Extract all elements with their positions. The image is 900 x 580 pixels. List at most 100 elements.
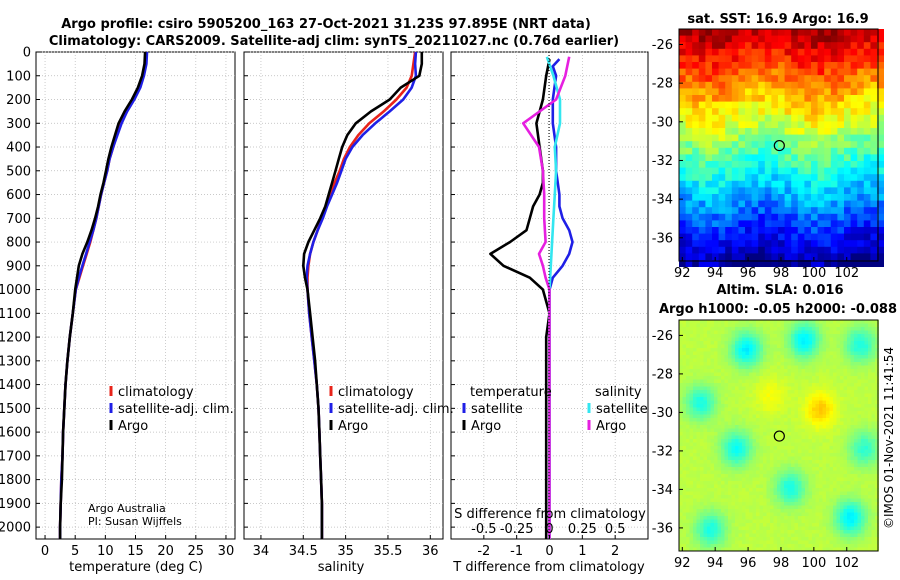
map-cell (756, 463, 760, 468)
map-cell (784, 365, 788, 370)
map-cell (700, 337, 704, 342)
map-cell (686, 505, 690, 510)
map-cell (837, 233, 845, 241)
map-cell (812, 432, 816, 436)
map-cell (815, 512, 820, 517)
map-cell (770, 474, 774, 478)
map-cell (770, 512, 774, 517)
map-cell (787, 334, 792, 338)
map-cell (833, 344, 837, 349)
map-cell (682, 355, 687, 359)
map-cell (797, 75, 805, 83)
map-cell (784, 344, 788, 349)
map-cell (682, 330, 687, 335)
map-cell (679, 418, 683, 422)
map-cell (749, 463, 753, 468)
map-cell (759, 526, 764, 531)
map-cell (805, 386, 809, 391)
map-cell (798, 372, 802, 377)
map-cell (707, 355, 711, 359)
map-cell (808, 404, 813, 408)
map-cell (763, 393, 767, 398)
map-cell (840, 453, 844, 457)
map-cell (791, 253, 799, 261)
map-cell (770, 526, 774, 531)
map-cell (875, 460, 879, 464)
map-cell (731, 453, 736, 457)
map-cell (758, 154, 766, 162)
map-cell (724, 453, 729, 457)
map-cell (759, 348, 764, 352)
map-cell (738, 456, 743, 461)
map-cell (749, 330, 753, 335)
map-cell (728, 498, 732, 503)
map-cell (808, 358, 813, 363)
map-cell (877, 134, 884, 142)
map-cell (812, 390, 816, 394)
map-cell (840, 351, 844, 356)
map-cell (854, 484, 858, 489)
map-cell (812, 404, 816, 408)
map-cell (692, 194, 700, 201)
map-cell (794, 351, 799, 356)
map-cell (847, 379, 851, 384)
map-cell (731, 341, 736, 345)
map-cell (847, 526, 851, 531)
map-cell (770, 337, 774, 342)
map-cell (735, 428, 739, 433)
map-cell (861, 355, 865, 359)
map-cell (784, 446, 788, 450)
map-cell (847, 435, 851, 440)
map-cell (712, 147, 719, 155)
map-cell (819, 498, 823, 503)
map-cell (714, 439, 718, 443)
title-line-2: Climatology: CARS2009. Satellite-adj cli… (49, 34, 619, 49)
map-cell (700, 386, 704, 391)
map-cell (777, 386, 781, 391)
map-cell (700, 491, 704, 496)
map-cell (712, 227, 719, 234)
map-cell (815, 460, 820, 464)
map-cell (707, 449, 711, 454)
map-cell (718, 121, 726, 129)
map-cell (791, 348, 795, 352)
map-cell (721, 418, 725, 422)
map-cell (758, 220, 766, 228)
map-cell (784, 502, 788, 506)
map-cell (703, 362, 708, 366)
map-cell (698, 141, 706, 149)
map-cell (679, 327, 683, 331)
map-cell (847, 460, 851, 464)
map-cell (763, 355, 767, 359)
map-cell (738, 348, 743, 352)
map-cell (752, 334, 757, 338)
map-cell (843, 446, 848, 450)
map-cell (850, 227, 858, 234)
map-cell (689, 540, 694, 545)
map-cell (752, 411, 757, 415)
map-cell (826, 344, 830, 349)
map-cell (824, 128, 832, 135)
map-cell (822, 435, 827, 440)
map-cell (763, 404, 767, 408)
map-cell (784, 35, 792, 43)
map-cell (798, 505, 802, 510)
map-cell (724, 463, 729, 468)
map-cell (703, 344, 708, 349)
map-cell (698, 128, 706, 135)
map-cell (717, 491, 722, 496)
map-cell (745, 470, 750, 475)
map-cell (854, 516, 858, 520)
map-cell (840, 481, 844, 485)
map-cell (822, 418, 827, 422)
map-cell (840, 407, 844, 412)
map-cell (759, 327, 764, 331)
map-cell (791, 425, 795, 429)
map-cell (817, 62, 825, 69)
map-cell (808, 481, 813, 485)
map-cell (766, 540, 771, 545)
map-cell (710, 519, 715, 524)
map-cell (707, 498, 711, 503)
map-cell (749, 498, 753, 503)
map-cell (778, 62, 785, 69)
